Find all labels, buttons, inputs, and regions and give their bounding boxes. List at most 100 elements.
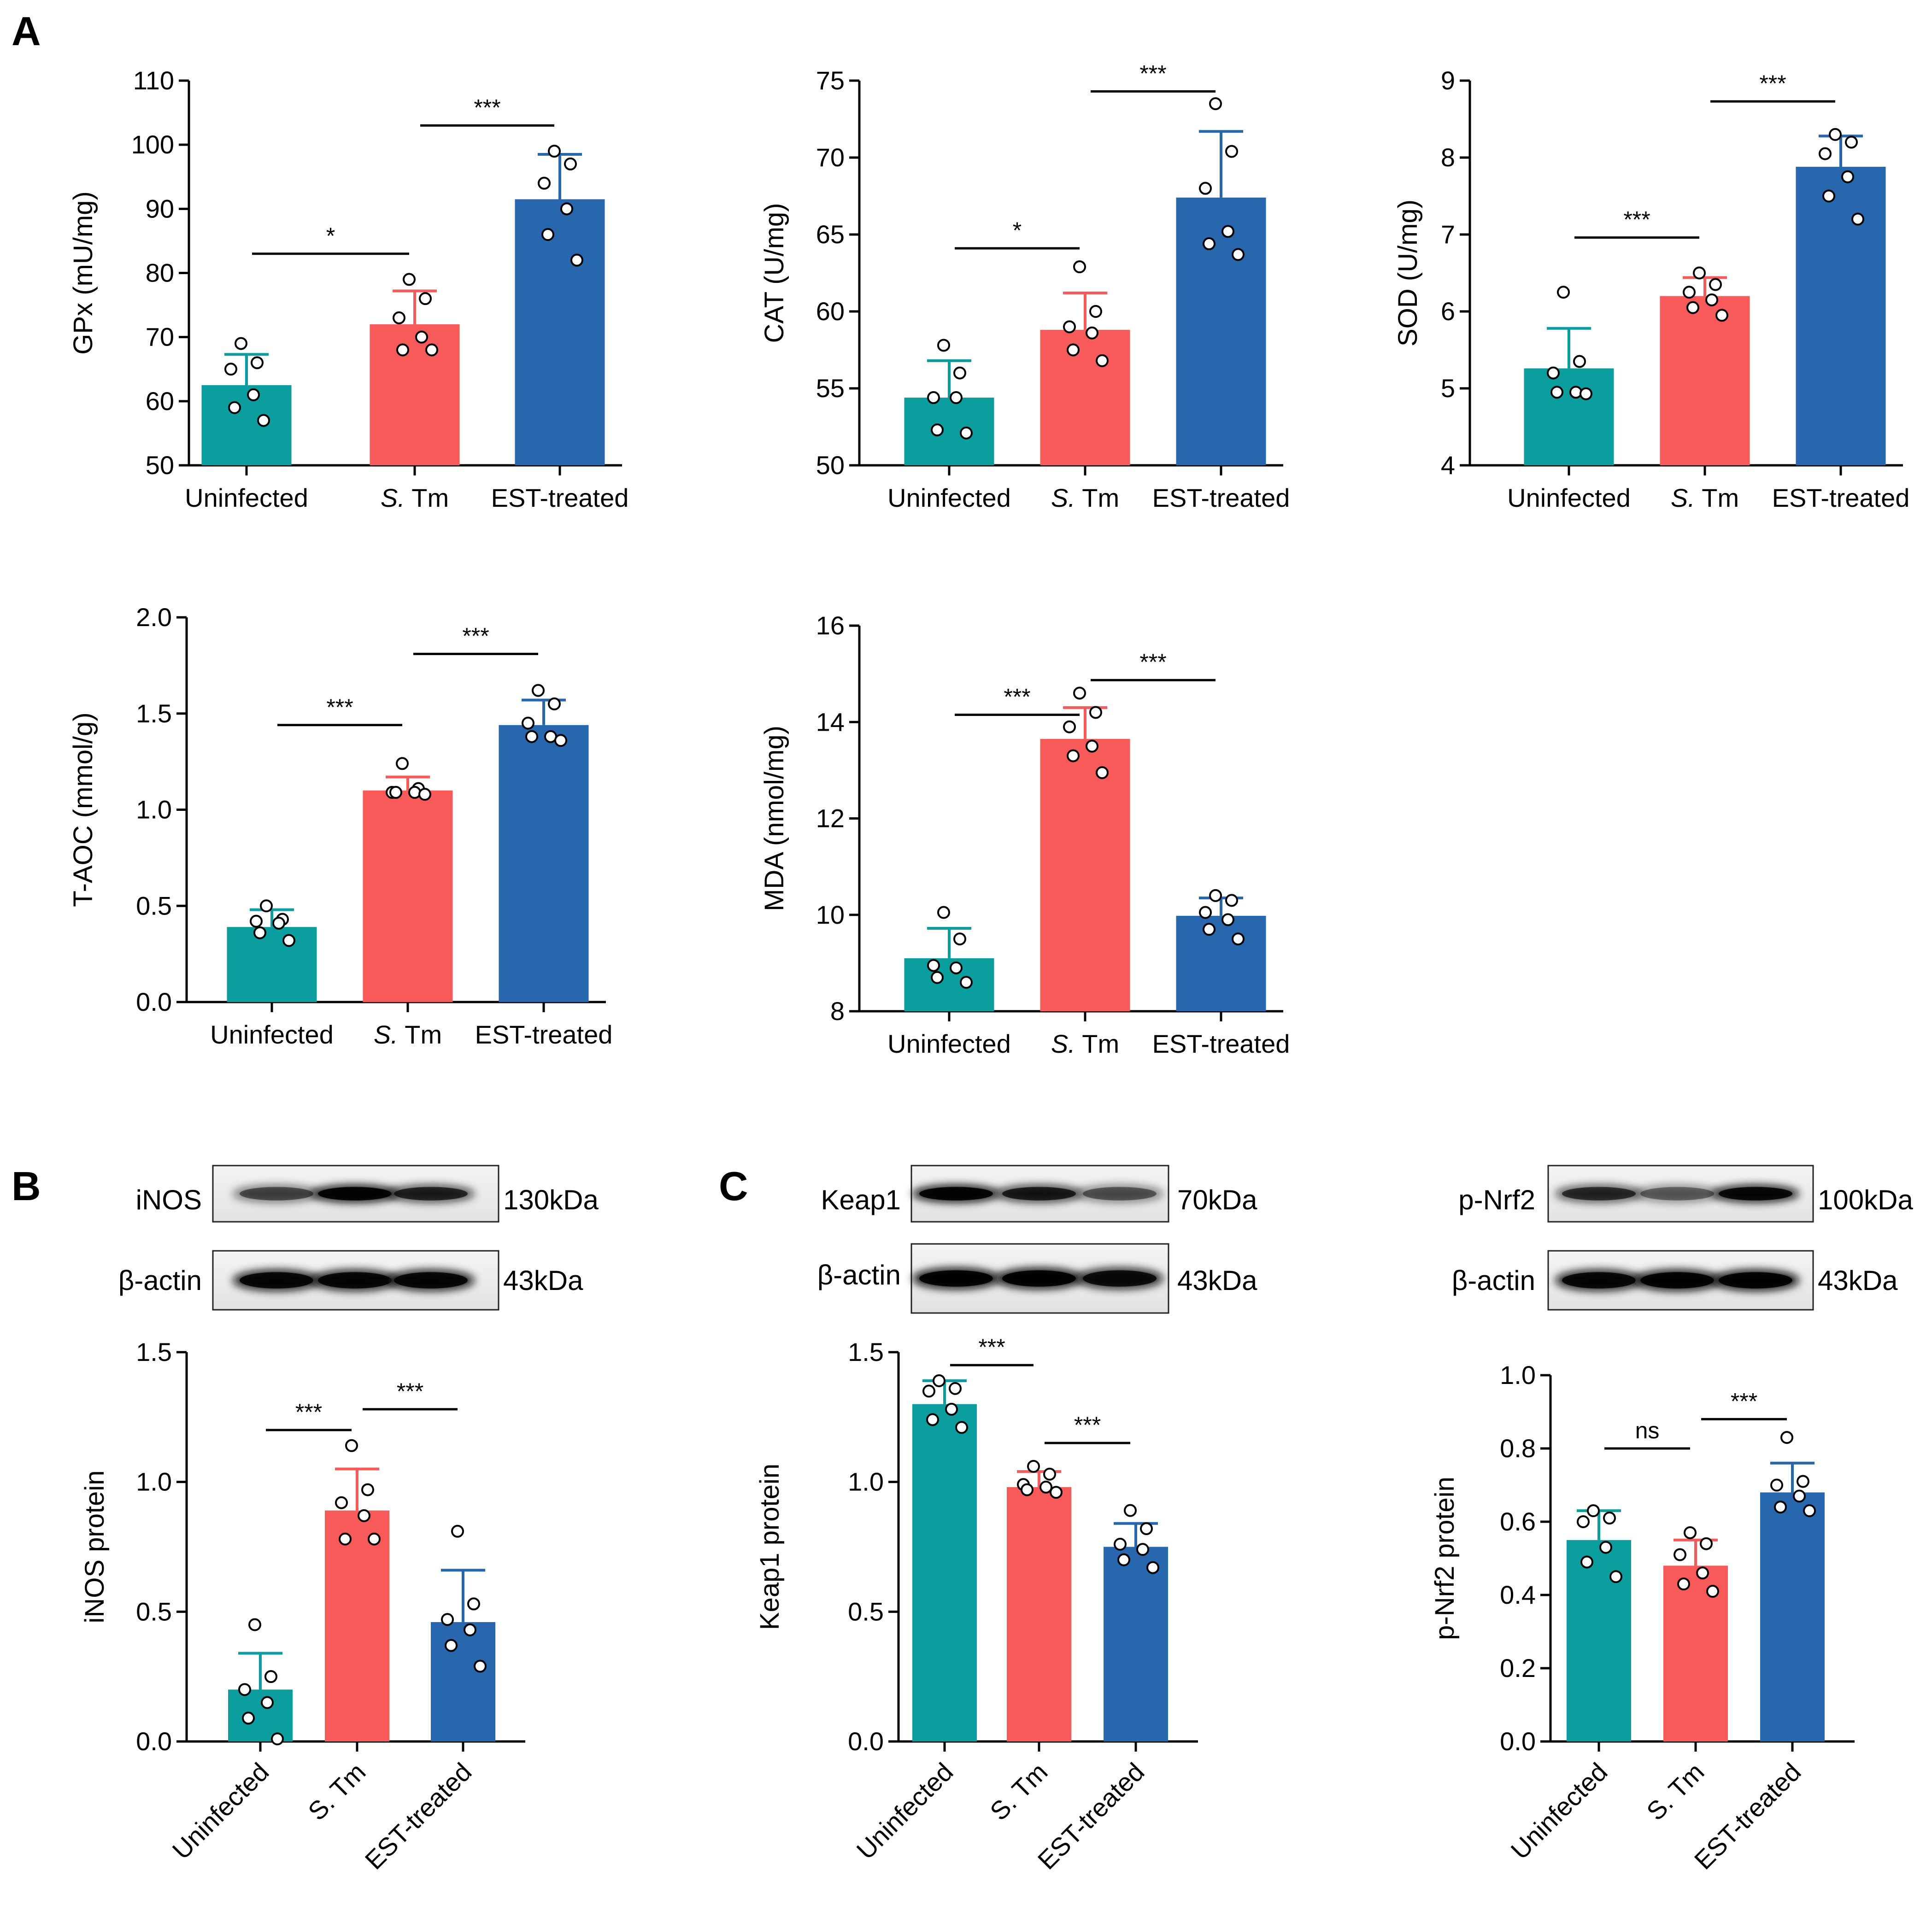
x-tick-label: EST-treated: [1772, 483, 1910, 512]
data-point: [451, 1524, 464, 1538]
y-tick-label: 8: [1441, 143, 1455, 172]
chart-4: 8 10 12 14 16 MDA (nmol/mg) Uninfected S. Tm EST…: [759, 611, 1290, 1058]
band-core: [1002, 1187, 1076, 1201]
y-tick-label: 0.2: [1500, 1653, 1536, 1683]
bar: [431, 1622, 495, 1741]
x-tick-label: Uninfected: [210, 1020, 334, 1049]
band-core: [1562, 1187, 1636, 1201]
blot-loading-label: β-actin: [118, 1265, 202, 1296]
significance-label: ***: [1004, 684, 1030, 710]
data-point: [953, 932, 966, 946]
bar: [1524, 368, 1614, 465]
bar: [227, 927, 317, 1002]
data-point: [1067, 749, 1080, 762]
data-point: [257, 414, 270, 427]
x-tick-label: Uninfected: [1505, 1757, 1613, 1865]
data-point: [1709, 278, 1722, 291]
x-tick-label: EST-treated: [491, 483, 629, 512]
data-point: [1684, 1526, 1697, 1539]
data-point: [1706, 1585, 1719, 1598]
bar: [1567, 1540, 1631, 1741]
y-tick-label: 0.0: [848, 1727, 884, 1756]
data-point: [1073, 260, 1086, 274]
blot-image-1: [910, 1165, 1169, 1314]
data-point: [926, 1413, 939, 1426]
data-point: [1096, 354, 1109, 367]
data-point: [1770, 1478, 1783, 1492]
data-point: [235, 337, 247, 350]
data-point: [950, 391, 963, 405]
data-point: [554, 734, 567, 747]
data-point: [1845, 135, 1858, 149]
y-tick-label: 60: [146, 387, 174, 416]
chart-3: 0.0 0.5 1.0 1.5 2.0 T-AOC (mmol/g) Uninfected S…: [68, 603, 612, 1049]
data-point: [228, 401, 241, 414]
significance-label: ***: [326, 694, 353, 720]
x-tick-label: EST-treated: [1152, 1029, 1290, 1058]
data-point: [1043, 1467, 1056, 1481]
data-point: [1063, 320, 1076, 334]
band-core: [1083, 1270, 1157, 1287]
bar: [1104, 1547, 1168, 1741]
data-point: [933, 1374, 945, 1387]
data-point: [1780, 1431, 1793, 1444]
bar: [228, 1689, 293, 1741]
data-point: [570, 253, 583, 267]
data-point: [250, 915, 263, 928]
y-tick-label: 8: [830, 997, 845, 1026]
data-point: [403, 273, 416, 286]
band: [233, 1185, 320, 1202]
blot-loading-kda: 43kDa: [503, 1265, 583, 1296]
data-point: [1221, 225, 1234, 238]
y-tick-label: 0.4: [1500, 1580, 1536, 1609]
data-point: [339, 1532, 352, 1546]
data-point: [224, 363, 237, 376]
data-point: [1819, 147, 1832, 160]
y-tick-label: 1.5: [136, 699, 172, 728]
data-point: [1027, 1460, 1040, 1473]
band-core: [1562, 1272, 1636, 1289]
bar: [904, 958, 994, 1011]
bar: [1660, 296, 1750, 465]
data-point: [1705, 293, 1718, 306]
bar: [1040, 739, 1130, 1011]
data-point: [538, 176, 551, 190]
significance-label: ***: [1731, 1388, 1757, 1414]
bar: [363, 790, 453, 1002]
x-tick-label: Uninfected: [1507, 483, 1631, 512]
chart-2: 4 5 6 7 8 9 SOD (U/mg) Uninfected S. Tm EST-treat…: [1393, 66, 1909, 512]
data-point: [1136, 1543, 1149, 1556]
data-point: [408, 786, 421, 799]
data-point: [393, 311, 405, 324]
data-point: [1086, 326, 1098, 340]
blot-protein-label: p-Nrf2: [1458, 1184, 1535, 1215]
data-point: [1587, 1504, 1600, 1518]
data-point: [271, 1732, 284, 1746]
data-point: [949, 1382, 962, 1395]
data-point: [532, 684, 545, 697]
data-point: [1221, 913, 1234, 926]
band: [1633, 1185, 1721, 1202]
data-point: [1225, 894, 1238, 907]
significance-label: ***: [1074, 1412, 1101, 1438]
data-point: [358, 1509, 370, 1522]
y-tick-label: 55: [816, 374, 845, 403]
y-tick-label: 0.6: [1500, 1507, 1536, 1536]
data-point: [1822, 189, 1835, 203]
y-tick-label: 6: [1441, 297, 1455, 326]
data-point: [1573, 355, 1586, 368]
data-point: [1063, 720, 1076, 733]
y-axis-label: Keap1 protein: [755, 1464, 785, 1630]
data-point: [1580, 387, 1592, 400]
y-tick-label: 65: [816, 220, 845, 249]
data-point: [1039, 1480, 1052, 1494]
band-core: [1719, 1187, 1792, 1201]
y-axis-label: CAT (U/mg): [759, 203, 789, 343]
y-tick-label: 1.0: [848, 1467, 884, 1496]
data-point: [1683, 286, 1696, 299]
data-point: [1117, 1553, 1130, 1566]
data-point: [1599, 1541, 1612, 1554]
data-point: [1089, 706, 1102, 719]
data-point: [548, 697, 561, 710]
